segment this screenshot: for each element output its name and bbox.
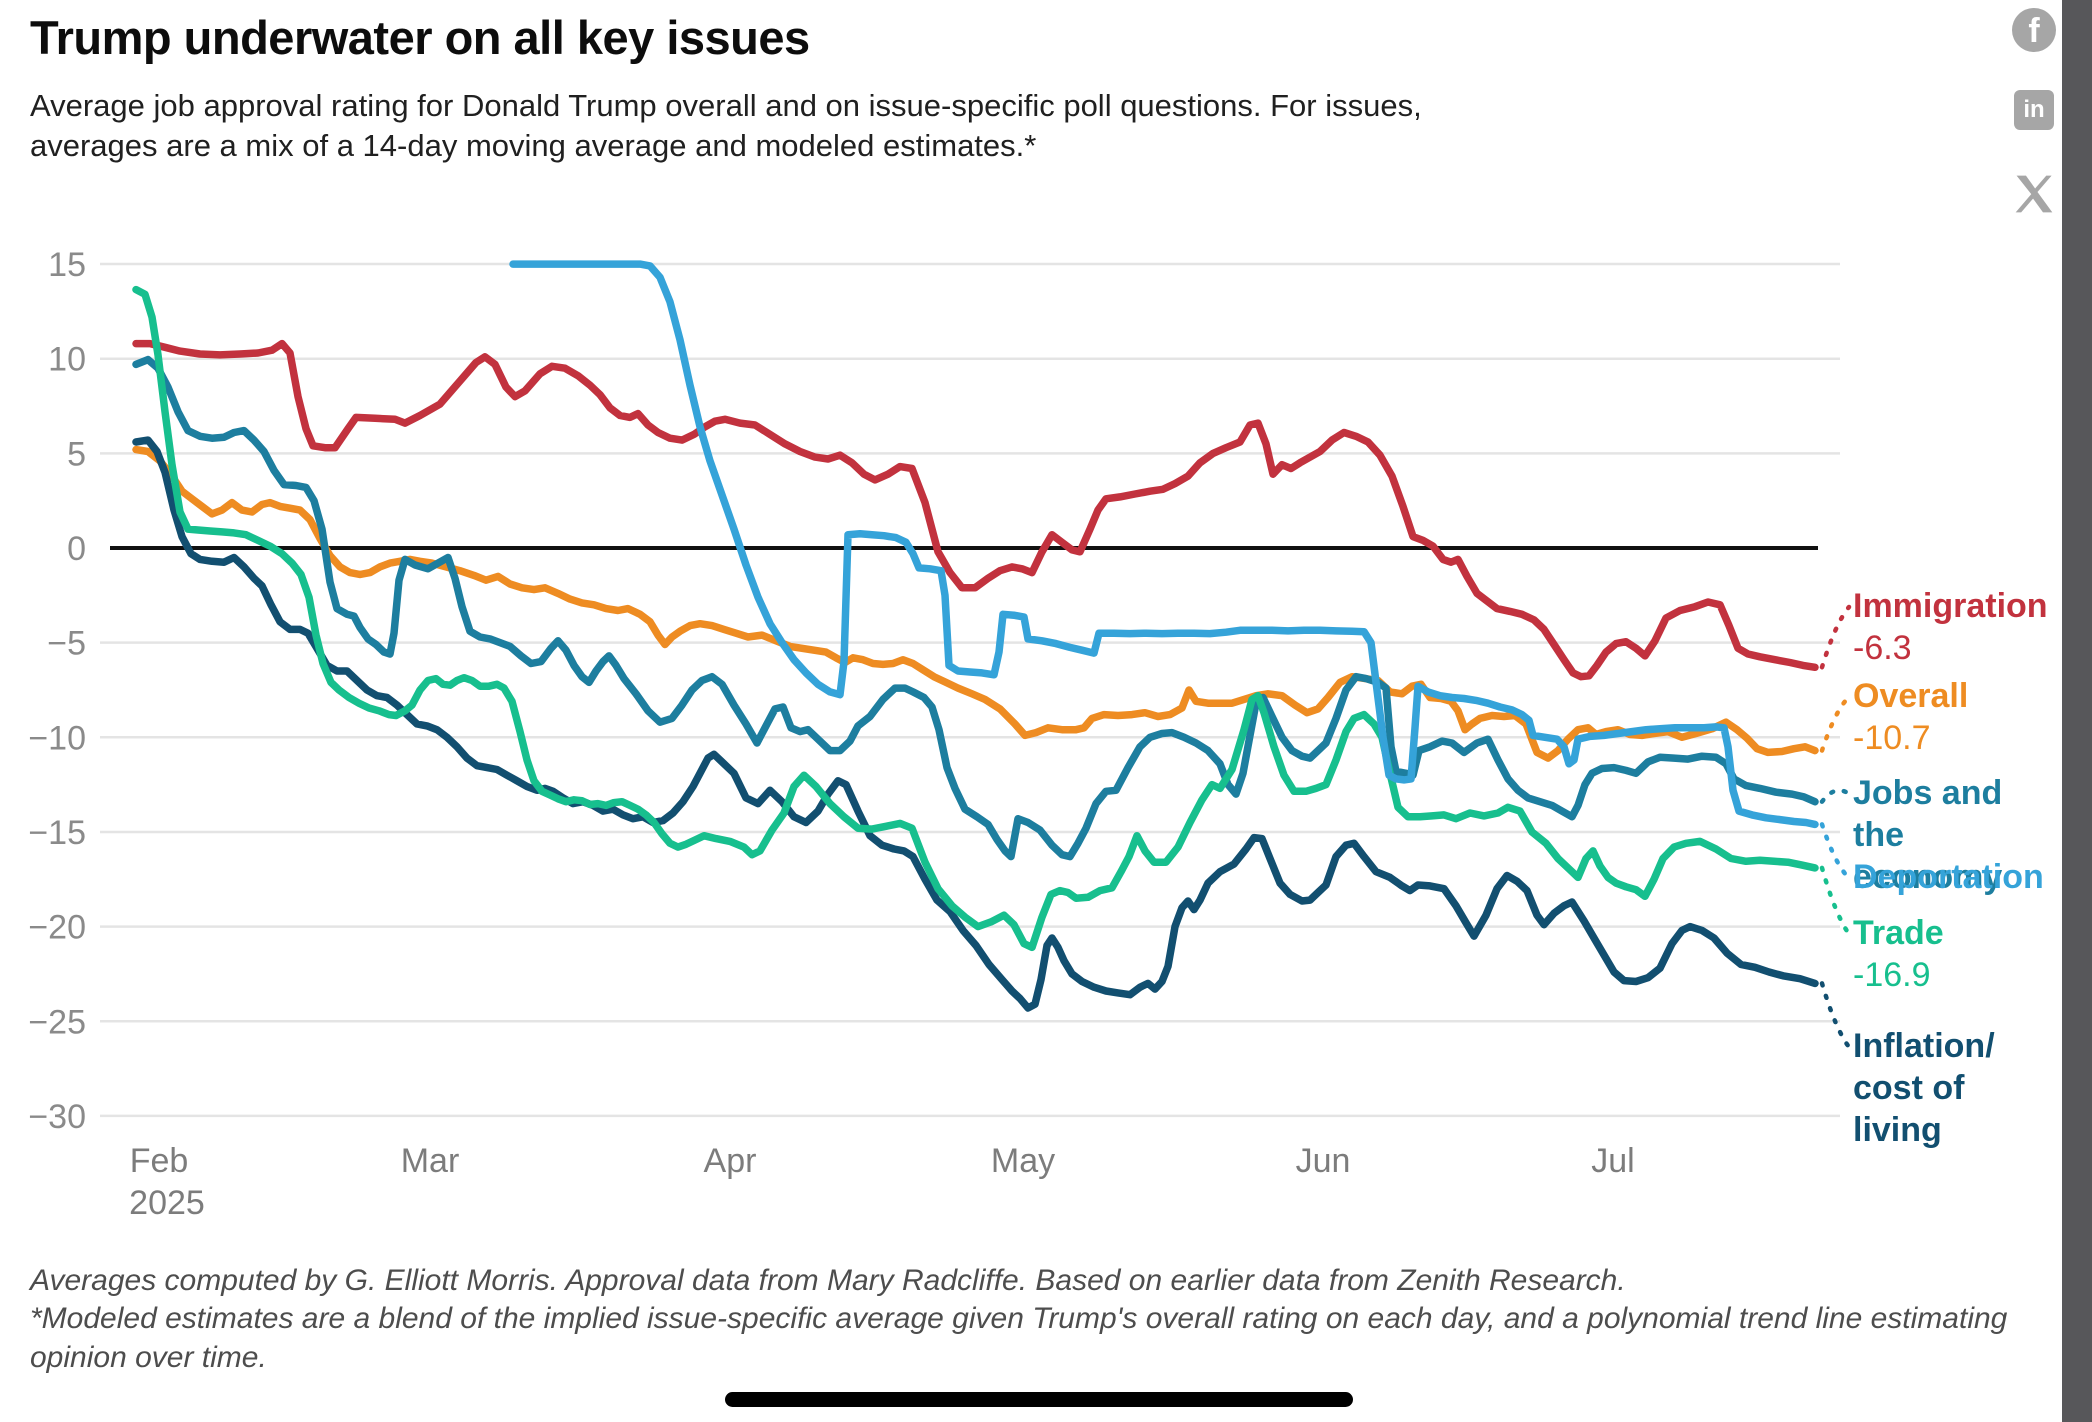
svg-text:−15: −15 [28, 814, 86, 852]
svg-text:5: 5 [67, 435, 86, 473]
svg-text:−10: −10 [28, 719, 86, 757]
svg-text:−25: −25 [28, 1003, 86, 1041]
series-line-jobs-and-the-economy [132, 355, 1819, 861]
series-line-overall [132, 445, 1819, 762]
svg-text:Apr: Apr [704, 1142, 757, 1180]
svg-text:10: 10 [48, 341, 86, 379]
page-title: Trump underwater on all key issues [30, 11, 810, 64]
svg-text:0: 0 [67, 530, 86, 568]
series-end-value: -6.3 [1853, 629, 1912, 667]
series-label-trade: Trade -16.9 [1853, 914, 1944, 994]
social-share-buttons: f in [2012, 8, 2058, 254]
svg-text:−30: −30 [28, 1098, 86, 1136]
series-label-inflation-cost-of-living: Inflation/cost of living [1853, 1027, 1995, 1149]
svg-text:−20: −20 [28, 909, 86, 947]
series-label-jobs-and-the-economy: Jobs and the economy [1853, 774, 2003, 896]
series-label-deportation: Deportation [1853, 858, 2044, 896]
svg-text:Jul: Jul [1591, 1142, 1634, 1180]
series-line-immigration [132, 339, 1819, 681]
series-line-deportation [509, 260, 1819, 829]
series-line-trade [132, 285, 1819, 952]
linkedin-icon[interactable]: in [2012, 90, 2056, 134]
x-icon[interactable] [2012, 172, 2056, 216]
svg-text:Feb: Feb [130, 1142, 189, 1180]
series-end-value: -10.7 [1853, 719, 1931, 757]
series-label-overall: Overall -10.7 [1853, 677, 1969, 757]
svg-text:May: May [991, 1142, 1055, 1180]
facebook-icon[interactable]: f [2012, 8, 2056, 52]
svg-text:Mar: Mar [401, 1142, 460, 1180]
series-end-value: -16.9 [1853, 956, 1931, 994]
svg-text:−5: −5 [47, 625, 86, 663]
footer-note: *Modeled estimates are a blend of the im… [30, 1302, 2008, 1374]
svg-text:15: 15 [48, 246, 86, 284]
series-label-immigration: Immigration -6.3 [1853, 587, 2048, 667]
home-indicator-bar [725, 1392, 1353, 1407]
svg-text:2025: 2025 [129, 1184, 205, 1222]
scrollbar-strip[interactable] [2062, 0, 2092, 1422]
page-subtitle: Average job approval rating for Donald T… [30, 88, 1422, 163]
svg-text:Jun: Jun [1296, 1142, 1351, 1180]
chart-footer: Averages computed by G. Elliott Morris. … [30, 1262, 2045, 1377]
footer-credit: Averages computed by G. Elliott Morris. … [30, 1264, 1626, 1297]
